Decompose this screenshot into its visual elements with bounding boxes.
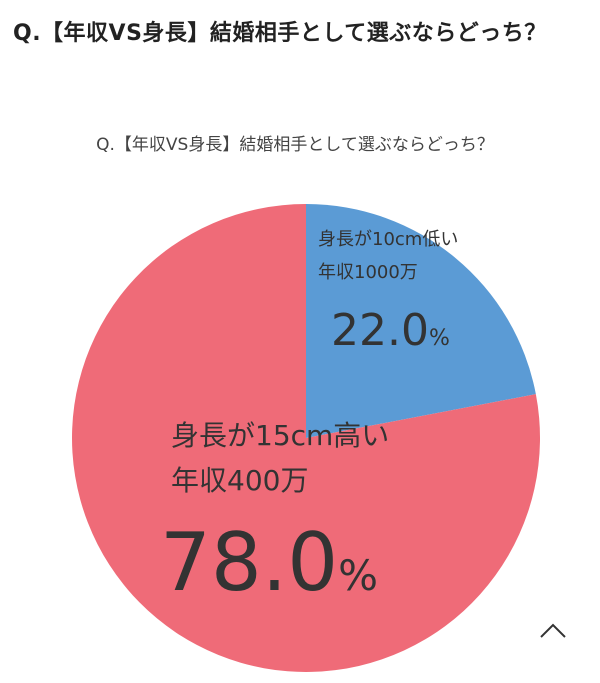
slice-label: 身長が15cm高い bbox=[171, 419, 389, 452]
pie-slice bbox=[306, 204, 536, 438]
slice-label: 年収400万 bbox=[171, 464, 308, 497]
pie-chart-svg: Q.【年収VS身長】結婚相手として選ぶならどっち？ 身長が10cm低い年収100… bbox=[72, 135, 541, 672]
slice-label: 年収1000万 bbox=[318, 262, 418, 283]
pie-chart: Q.【年収VS身長】結婚相手として選ぶならどっち？ 身長が10cm低い 年収100… bbox=[0, 120, 600, 683]
slice-value: 22.0 bbox=[331, 305, 429, 356]
slice-value-label: 22.0% bbox=[331, 305, 450, 356]
slice-value-label: 78.0% bbox=[160, 516, 378, 609]
chart-title: Q.【年収VS身長】結婚相手として選ぶならどっち？ bbox=[96, 135, 494, 155]
pie-slices bbox=[72, 204, 541, 672]
page-title: Q.【年収VS身長】結婚相手として選ぶならどっち？ bbox=[13, 21, 547, 46]
slice-unit: % bbox=[429, 326, 450, 351]
scroll-to-top-button[interactable] bbox=[536, 618, 570, 644]
pie-slice bbox=[72, 204, 541, 672]
slice-value: 78.0 bbox=[160, 516, 338, 609]
slice-unit: % bbox=[338, 551, 378, 600]
slice-label: 身長が10cm低い bbox=[318, 229, 458, 250]
chevron-up-icon bbox=[540, 623, 566, 638]
